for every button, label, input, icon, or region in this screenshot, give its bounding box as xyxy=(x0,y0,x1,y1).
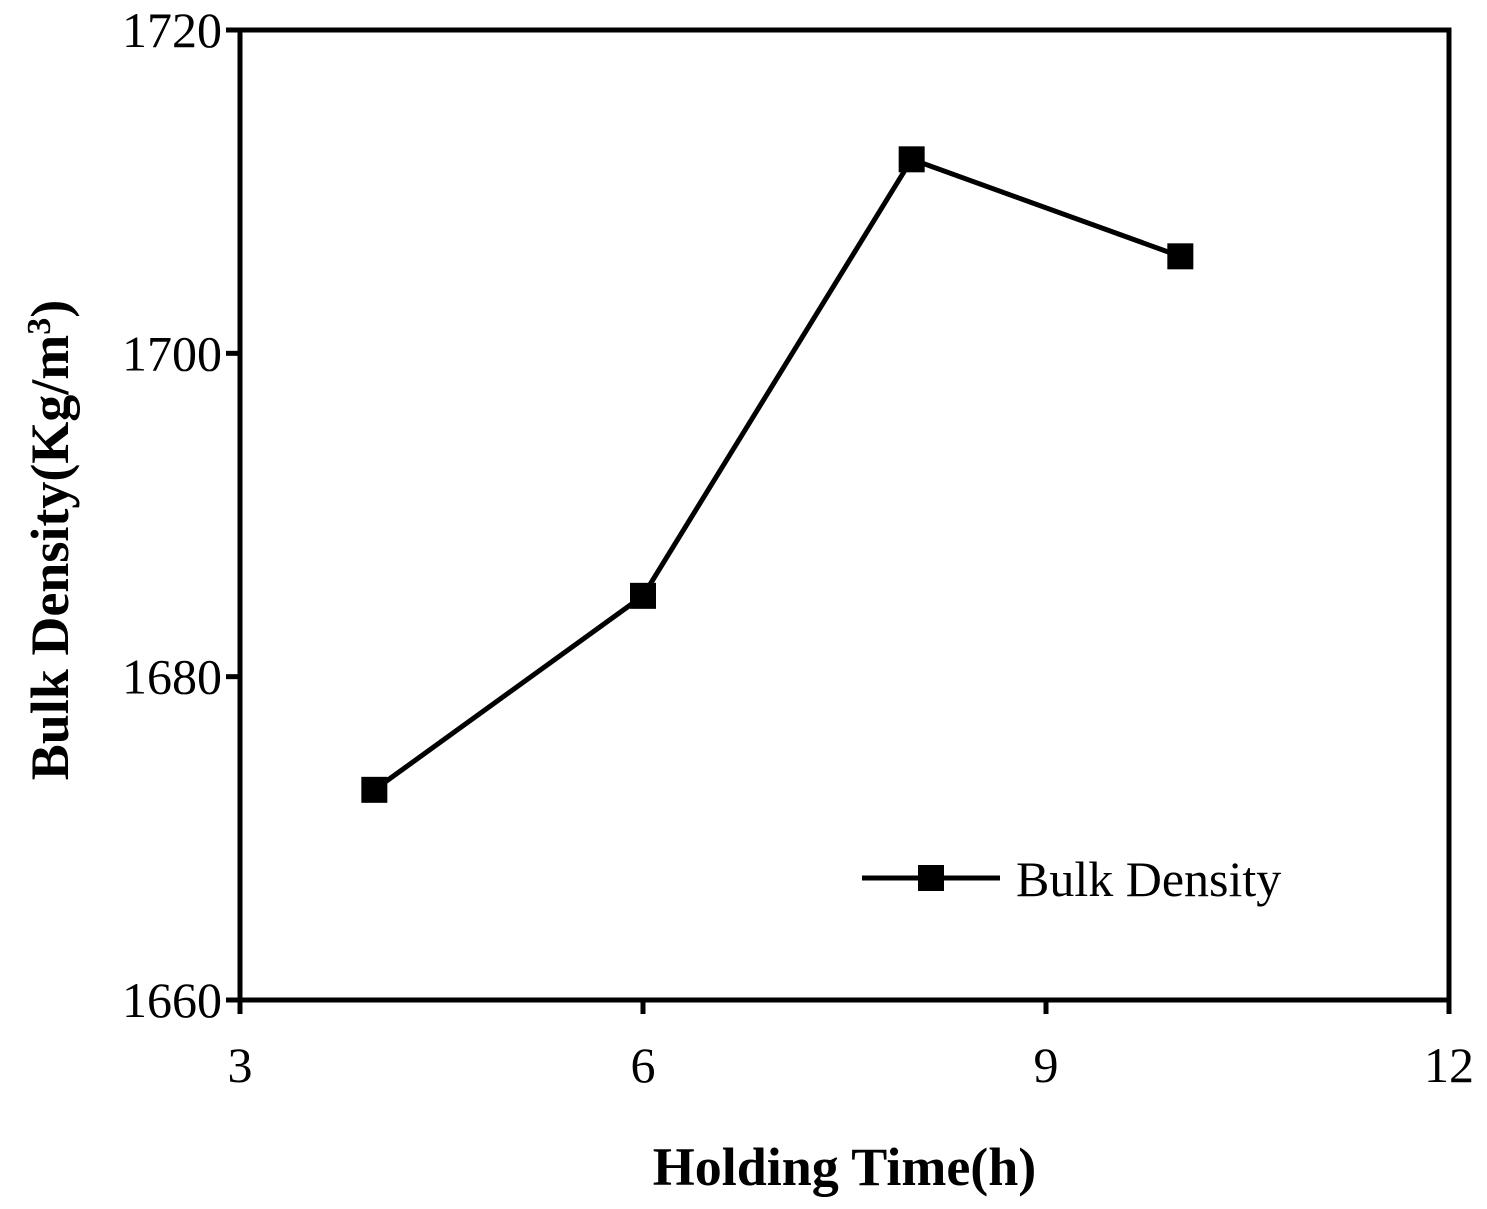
y-axis-title-close: ) xyxy=(20,300,80,318)
y-axis: 1660 1680 1700 1720 xyxy=(122,2,240,1028)
y-tick-label: 1680 xyxy=(122,649,222,705)
x-tick-label: 9 xyxy=(1034,1037,1059,1093)
y-axis-title: Bulk Density(Kg/m3) xyxy=(20,300,80,781)
data-point-marker xyxy=(361,776,388,803)
y-tick-label: 1720 xyxy=(122,2,222,58)
plot-frame xyxy=(237,27,1452,1003)
data-point-marker xyxy=(898,146,925,173)
data-point-marker xyxy=(630,582,656,609)
y-tick-label: 1700 xyxy=(122,325,222,381)
y-axis-title-superscript: 3 xyxy=(21,318,58,335)
x-tick-label: 12 xyxy=(1424,1037,1474,1093)
y-axis-title-main: Bulk Density(Kg/m xyxy=(20,335,80,781)
series-line xyxy=(372,156,1182,792)
legend-marker-square xyxy=(918,865,944,891)
legend: Bulk Density xyxy=(862,851,1281,907)
legend-label: Bulk Density xyxy=(1016,851,1281,907)
y-tick-label: 1660 xyxy=(122,972,222,1028)
series-layer xyxy=(361,146,1194,803)
x-tick-label: 3 xyxy=(228,1037,253,1093)
x-axis-title: Holding Time(h) xyxy=(653,1137,1037,1197)
x-tick-label: 6 xyxy=(631,1037,656,1093)
x-axis: 3 6 9 12 xyxy=(228,1000,1474,1093)
data-point-marker xyxy=(1167,243,1194,270)
